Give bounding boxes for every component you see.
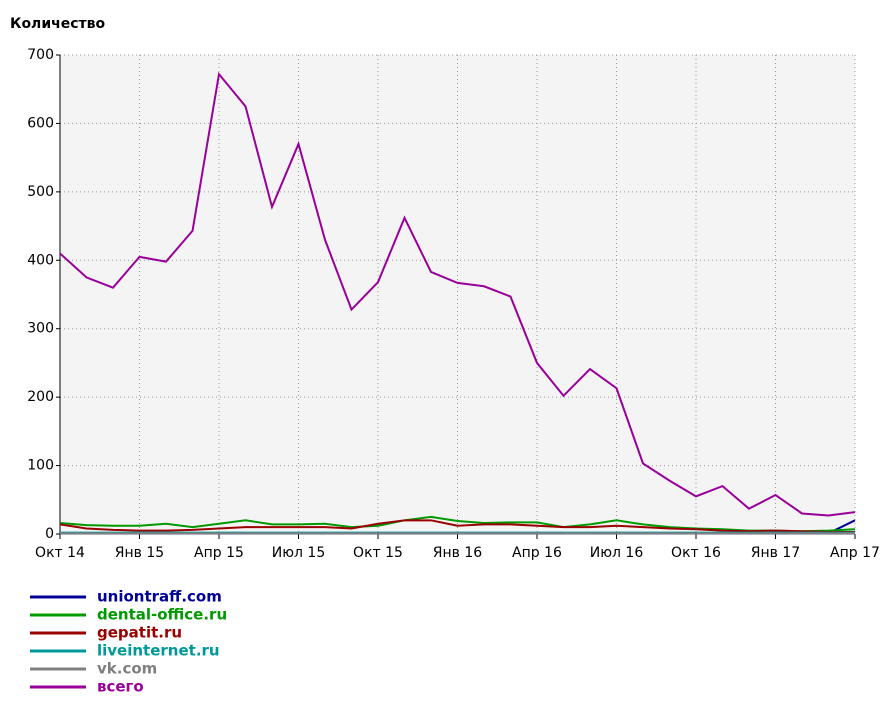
series-line (59, 71, 856, 517)
x-tick-label: Окт 15 (353, 545, 403, 561)
legend-label: liveinternet.ru (97, 642, 220, 660)
y-tick-label: 700 (27, 47, 54, 63)
y-tick-label: 100 (27, 458, 54, 474)
y-tick-label: 400 (27, 252, 54, 268)
x-tick-label: Июл 16 (590, 545, 644, 561)
legend-label: vk.com (97, 660, 157, 678)
plot-area (60, 55, 855, 534)
x-tick-label: Апр 16 (512, 545, 562, 561)
x-tick-label: Апр 15 (194, 545, 244, 561)
series-line (59, 519, 855, 533)
legend-label: gepatit.ru (97, 624, 182, 642)
x-tick-label: Янв 16 (433, 545, 482, 561)
x-tick-label: Окт 16 (671, 545, 721, 561)
y-tick-label: 500 (27, 184, 54, 200)
y-tick-label: 600 (27, 115, 54, 131)
legend-label: всего (97, 678, 144, 696)
x-tick-label: Янв 15 (115, 545, 164, 561)
x-tick-label: Янв 17 (751, 545, 800, 561)
x-tick-label: Апр 17 (830, 545, 880, 561)
series-line (59, 515, 856, 533)
x-tick-label: Июл 15 (272, 545, 325, 561)
y-tick-label: 200 (27, 389, 54, 405)
legend-label: uniontraff.com (97, 588, 222, 606)
y-tick-label: 300 (27, 321, 54, 337)
legend-label: dental-office.ru (97, 606, 227, 624)
y-tick-label: 0 (45, 526, 54, 542)
y-axis-label: Количество (10, 16, 106, 32)
x-tick-label: Окт 14 (35, 545, 85, 561)
